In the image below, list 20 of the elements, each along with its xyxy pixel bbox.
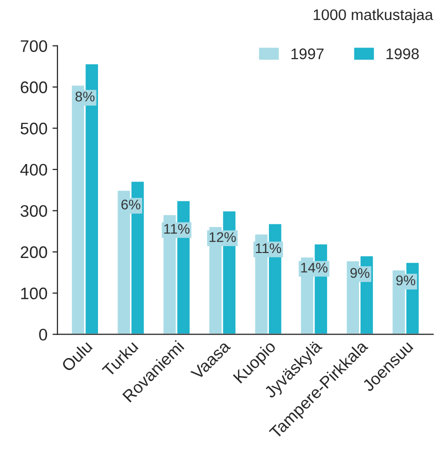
y-tick-label: 400 <box>20 164 48 176</box>
y-tick-label: 700 <box>20 40 48 52</box>
y-tick-label: 100 <box>21 288 48 300</box>
y-tick-label: 500 <box>20 122 48 134</box>
y-tick-label: 0 <box>39 328 48 341</box>
chart-title: 1000 matkustajaa <box>314 8 434 24</box>
x-tick-label: Oulu <box>60 340 93 372</box>
y-tick-label: 600 <box>20 81 48 94</box>
y-tick-label: 200 <box>20 246 48 258</box>
annotation: 12% <box>210 232 236 242</box>
annotation: 8% <box>76 92 94 102</box>
annotation: 14% <box>301 262 328 272</box>
y-tick-label: 300 <box>20 205 48 217</box>
annotation: 11% <box>164 224 190 234</box>
annotation: 9% <box>396 275 416 286</box>
annotation: 6% <box>121 200 140 210</box>
annotation: 11% <box>256 243 282 254</box>
annotation: 9% <box>350 268 370 278</box>
legend-label: 1997 <box>291 48 324 60</box>
legend-label: 1998 <box>386 48 419 60</box>
